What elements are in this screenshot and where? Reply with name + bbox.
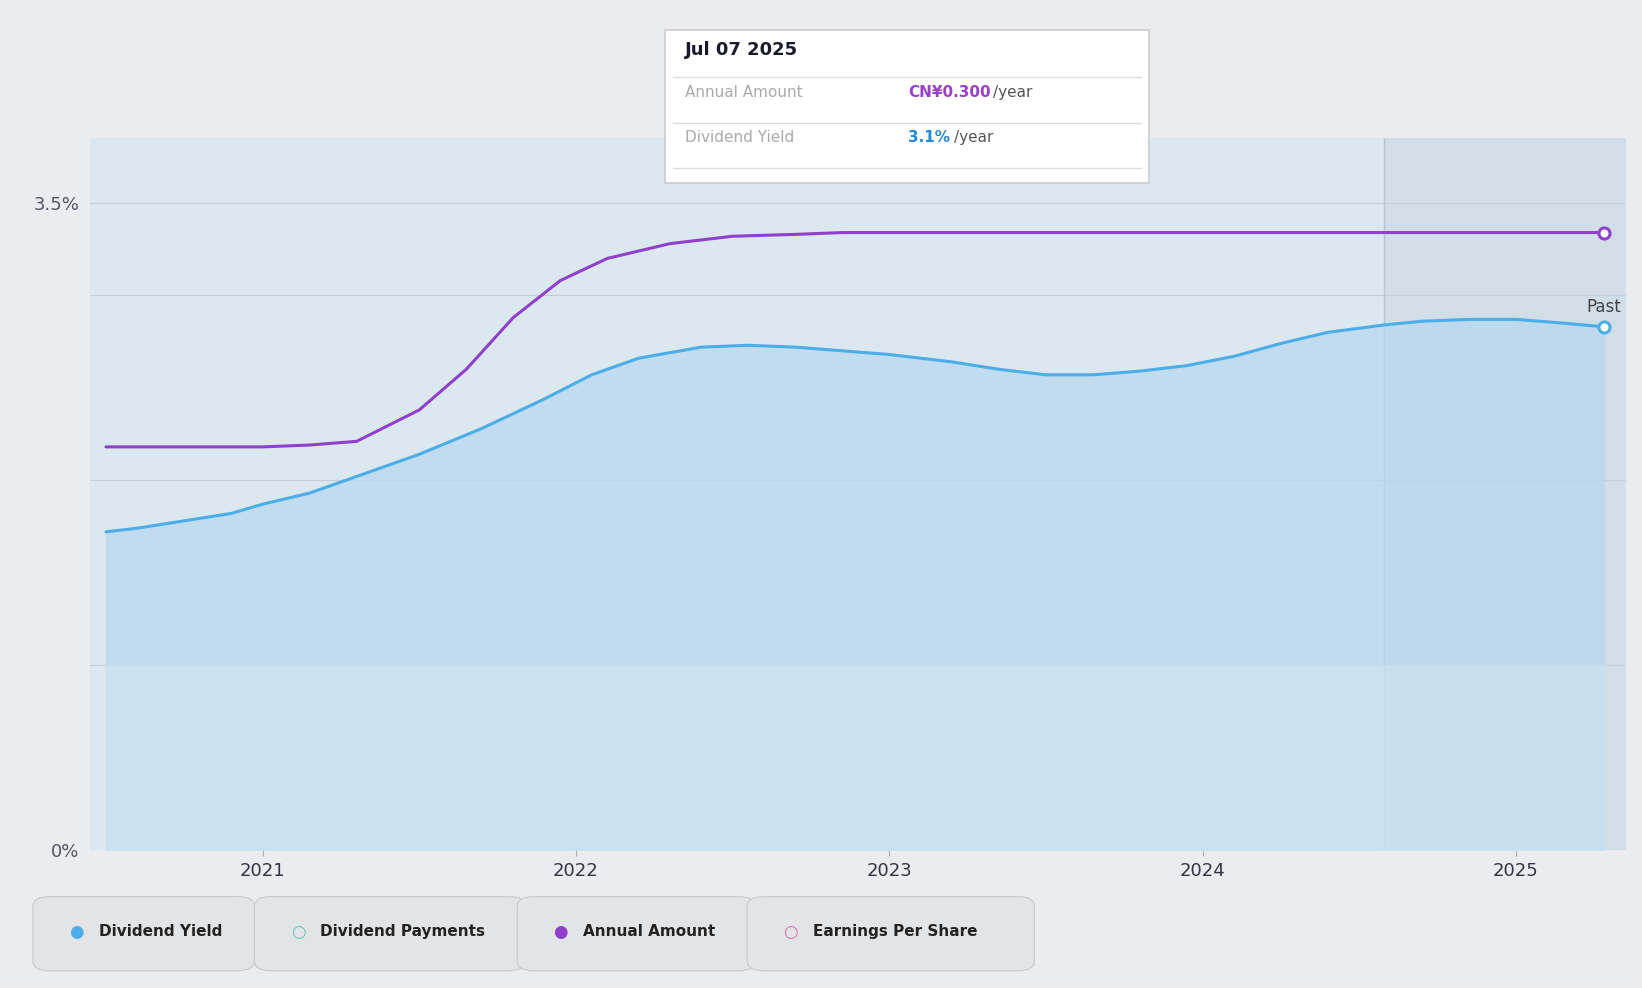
Text: ●: ● xyxy=(69,923,84,941)
Text: Past: Past xyxy=(1586,297,1621,316)
Text: Annual Amount: Annual Amount xyxy=(685,85,803,100)
Text: ○: ○ xyxy=(783,923,798,941)
Text: CN¥0.300: CN¥0.300 xyxy=(908,85,990,100)
Text: Earnings Per Share: Earnings Per Share xyxy=(813,924,977,940)
Text: /year: /year xyxy=(954,130,993,145)
Text: Dividend Yield: Dividend Yield xyxy=(685,130,795,145)
Text: Dividend Yield: Dividend Yield xyxy=(99,924,222,940)
Text: ●: ● xyxy=(553,923,568,941)
Bar xyxy=(1384,138,1626,850)
Text: /year: /year xyxy=(993,85,1033,100)
Text: Annual Amount: Annual Amount xyxy=(583,924,716,940)
Text: Jul 07 2025: Jul 07 2025 xyxy=(685,41,798,59)
Text: Dividend Payments: Dividend Payments xyxy=(320,924,484,940)
Text: 3.1%: 3.1% xyxy=(908,130,951,145)
Text: ○: ○ xyxy=(291,923,305,941)
